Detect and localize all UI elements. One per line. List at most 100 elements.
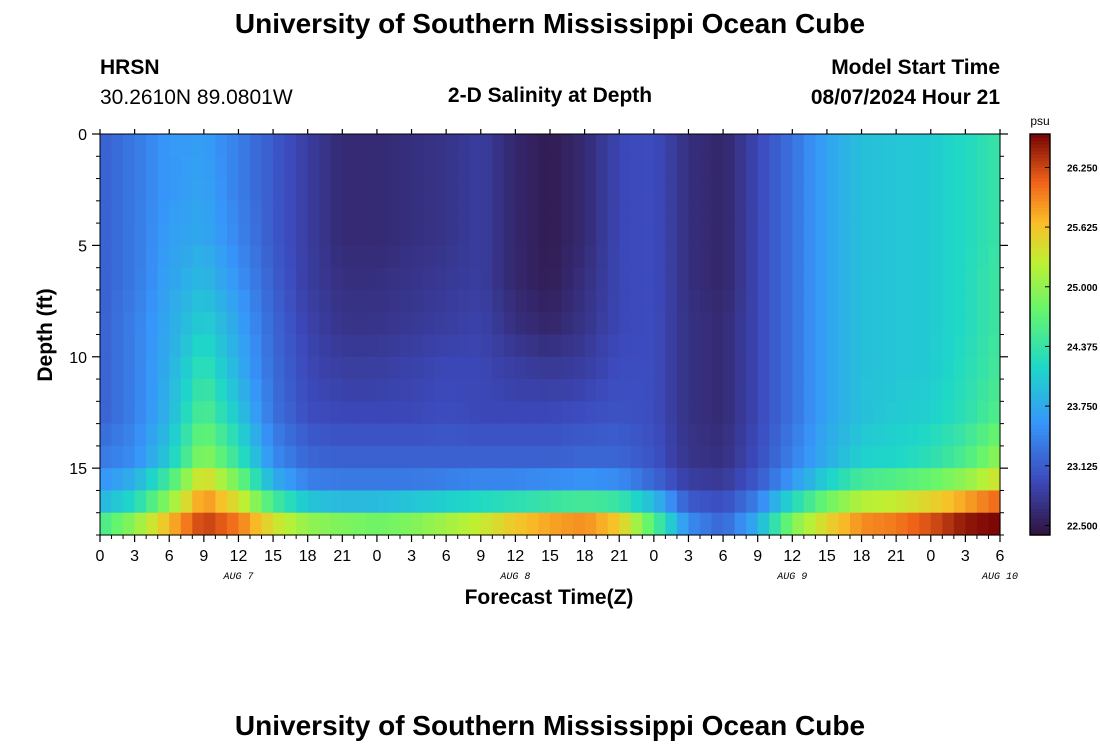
heatmap-cell [942,156,955,180]
heatmap-cell [215,134,228,157]
colorbar-segment [1030,344,1050,349]
heatmap-cell [457,490,470,514]
heatmap-cell [596,490,609,514]
heatmap-cell [400,468,413,492]
heatmap-cell [319,200,332,224]
heatmap-cell [676,223,690,246]
heatmap-cell [919,245,932,269]
heatmap-cell [111,178,124,202]
heatmap-cell [792,267,805,291]
heatmap-cell [953,245,966,269]
heatmap-cell [250,134,263,157]
heatmap-cell [965,512,978,536]
heatmap-cell [353,156,366,180]
heatmap-cell [861,401,874,425]
heatmap-cell [942,445,955,469]
heatmap-cell [642,356,655,380]
heatmap-cell [215,401,228,425]
heatmap-cell [434,423,447,447]
heatmap-cell [423,223,436,246]
heatmap-cell [584,401,597,425]
heatmap-cell [423,156,436,180]
heatmap-cell [169,134,182,157]
heatmap-cell [180,512,193,536]
heatmap-cell [884,490,897,514]
heatmap-cell [665,356,678,380]
heatmap-cell [919,223,932,246]
heatmap-cell [284,200,297,224]
heatmap-cell [376,356,390,380]
heatmap-cell [169,289,182,313]
heatmap-cell [492,401,505,425]
colorbar-segment [1030,170,1050,175]
heatmap-cell [250,289,263,313]
heatmap-cell [469,356,482,380]
heatmap-cell [273,401,286,425]
heatmap-cell [550,178,563,202]
heatmap-cell [480,490,493,514]
heatmap-cell [619,245,632,269]
colorbar-segment [1030,217,1050,222]
heatmap-cell [642,134,655,157]
heatmap-cell [134,379,147,402]
heatmap-cell [988,289,1001,313]
heatmap-cell [284,490,297,514]
heatmap-cell [353,134,366,157]
heatmap-cell [746,134,759,157]
heatmap-cell [226,267,240,291]
heatmap-cell [203,289,216,313]
heatmap-cell [746,379,759,402]
heatmap-cell [907,223,920,246]
colorbar-segment [1030,157,1050,162]
heatmap-cell [100,379,113,402]
heatmap-cell [100,312,113,336]
heatmap-cell [411,445,424,469]
colorbar-segment [1030,494,1050,499]
heatmap-cell [434,178,447,202]
colorbar-segment [1030,291,1050,295]
heatmap-cell [353,401,366,425]
heatmap-cell [919,401,932,425]
heatmap-cell [319,245,332,269]
colorbar-segment [1030,264,1050,269]
colorbar-segment [1030,247,1050,252]
heatmap-cell [676,245,690,269]
heatmap-cell [273,134,286,157]
colorbar-segment [1030,187,1050,192]
heatmap-cell [226,423,240,447]
colorbar-segment [1030,468,1050,473]
heatmap-cell [134,223,147,246]
heatmap-cell [815,156,828,180]
heatmap-cell [480,468,493,492]
heatmap-cell [573,245,586,269]
heatmap-cell [250,312,263,336]
heatmap-cell [469,134,482,157]
heatmap-cell [400,490,413,514]
heatmap-cell [273,468,286,492]
colorbar-segment [1030,397,1050,402]
heatmap-cell [746,423,759,447]
heatmap-cell [353,379,366,402]
heatmap-cell [215,423,228,447]
heatmap-cell [723,445,736,469]
heatmap-cell [526,490,540,514]
heatmap-cell [976,134,990,157]
heatmap-cell [642,200,655,224]
heatmap-cell [630,423,643,447]
heatmap-cell [307,289,320,313]
heatmap-cell [238,223,251,246]
heatmap-cell [123,401,136,425]
heatmap-cell [803,156,816,180]
heatmap-cell [307,401,320,425]
heatmap-cell [792,468,805,492]
heatmap-cell [261,289,274,313]
heatmap-cell [203,334,216,358]
heatmap-cell [457,512,470,536]
heatmap-cell [988,401,1001,425]
heatmap-cell [746,334,759,358]
heatmap-cell [757,379,770,402]
colorbar-segment [1030,237,1050,242]
heatmap-cell [157,245,170,269]
heatmap-cell [988,312,1001,336]
heatmap-cell [480,245,493,269]
